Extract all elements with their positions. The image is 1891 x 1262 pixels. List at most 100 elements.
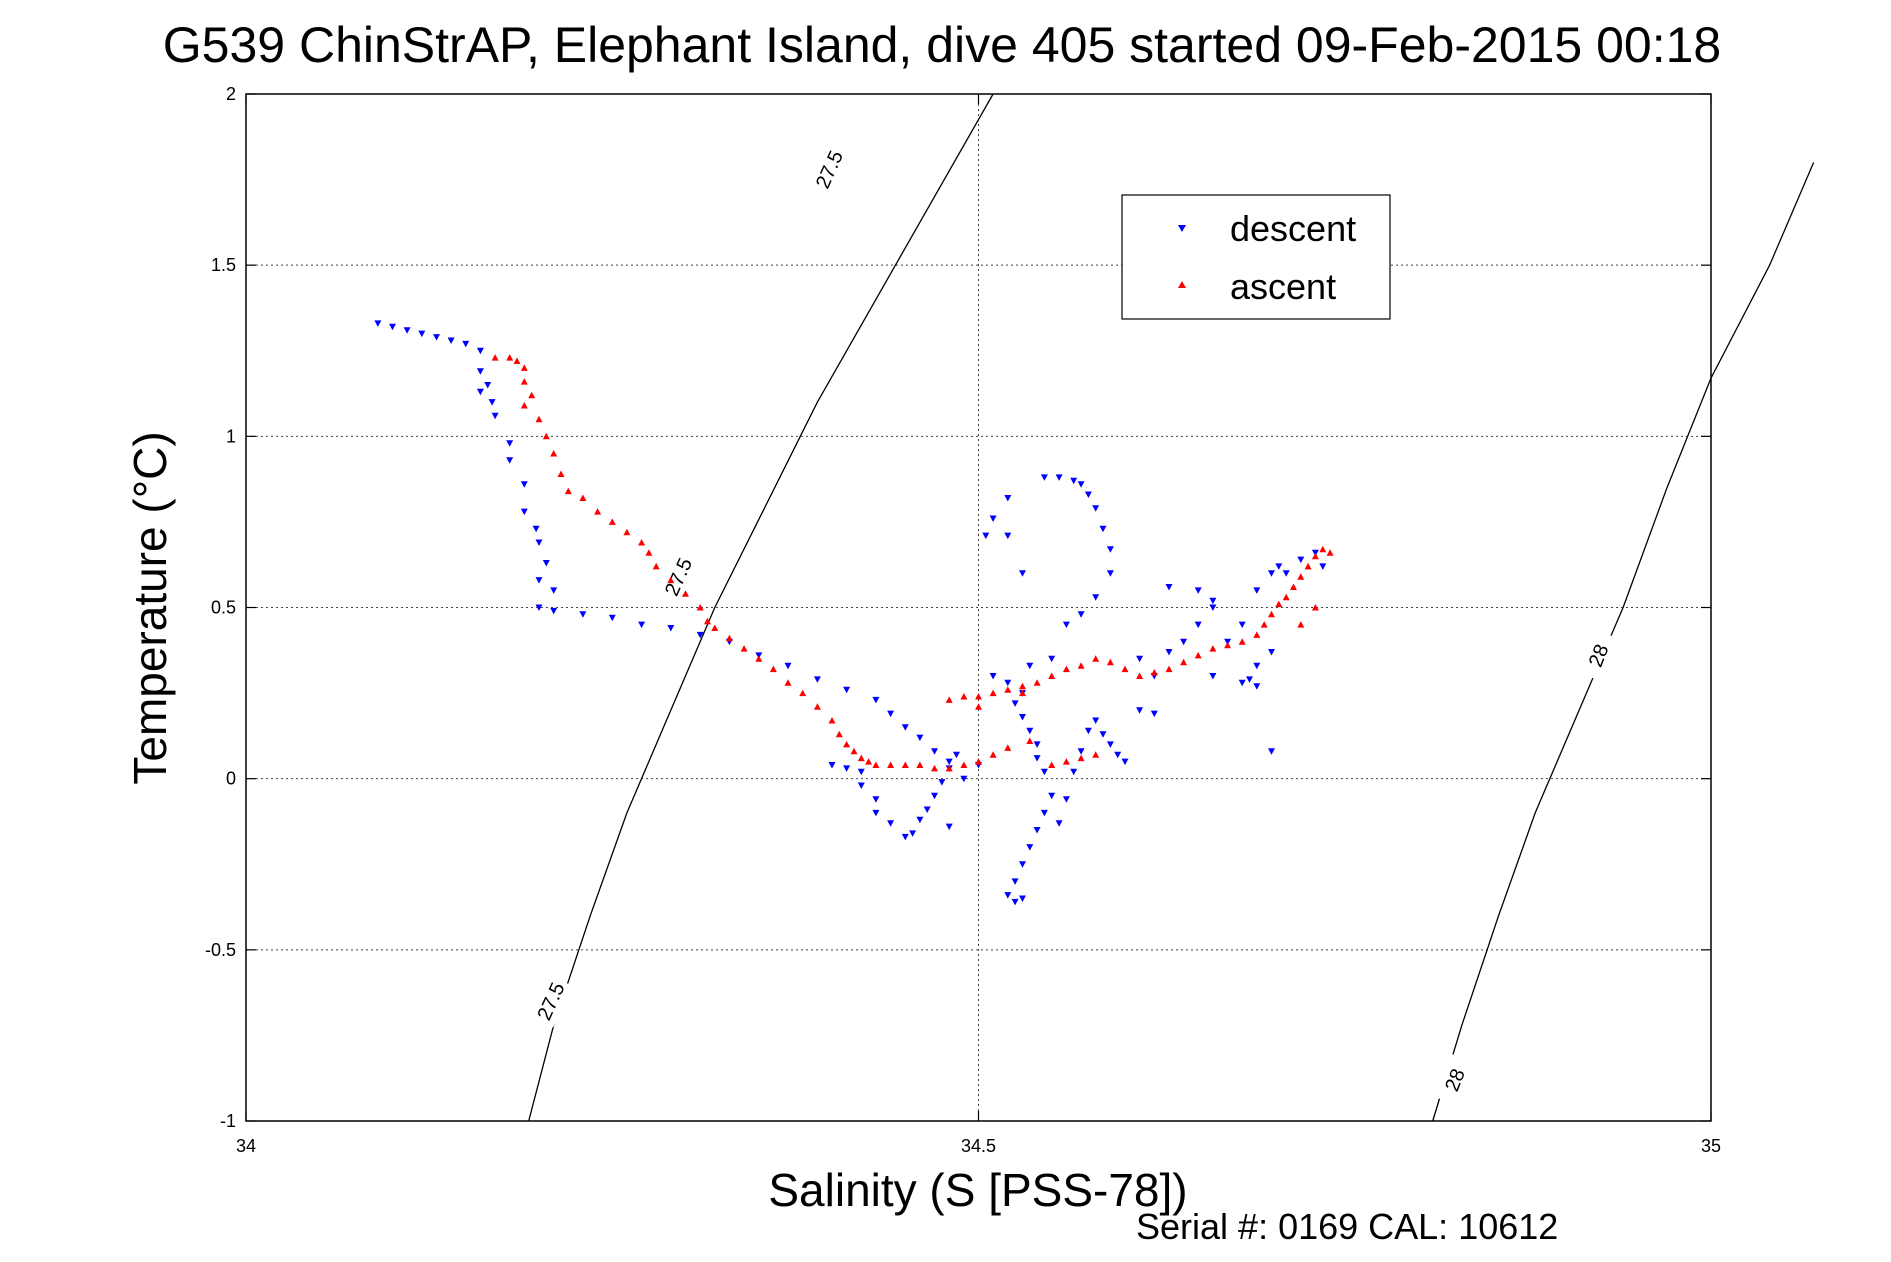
descent-point: [506, 457, 514, 464]
descent-point: [1180, 638, 1188, 646]
descent-point: [857, 768, 865, 776]
ascent-point: [1326, 549, 1334, 556]
ascent-point: [711, 624, 719, 631]
descent-point: [1026, 662, 1034, 670]
y-tick-label: -0.5: [205, 940, 236, 960]
descent-point: [1092, 594, 1100, 601]
descent-point: [1246, 676, 1253, 683]
descent-point: [1011, 878, 1019, 885]
descent-point: [1297, 556, 1305, 564]
ascent-point: [1048, 761, 1056, 768]
y-tick-label: 0.5: [211, 598, 236, 618]
descent-point: [1019, 861, 1026, 868]
ascent-point: [1004, 686, 1012, 693]
contour-line-27.5: [528, 93, 994, 1122]
ascent-point: [1224, 641, 1232, 649]
descent-point: [532, 525, 540, 533]
descent-point: [989, 515, 997, 522]
descent-point: [982, 532, 990, 540]
ascent-point: [828, 717, 836, 724]
ascent-point: [1311, 604, 1319, 611]
ascent-point: [857, 754, 865, 762]
descent-point: [1070, 768, 1078, 776]
ascent-point: [491, 354, 499, 361]
descent-point: [953, 751, 960, 759]
axes: 34 34.5 35 -1 -0.5 0 0.5 1 1.5 2: [205, 84, 1721, 1156]
descent-point: [1099, 525, 1107, 533]
ascent-point: [542, 432, 550, 440]
descent-point: [696, 631, 704, 639]
ascent-point: [1136, 672, 1144, 679]
ascent-point: [960, 693, 968, 700]
ascent-point: [725, 634, 733, 642]
descent-point: [418, 330, 426, 338]
ascent-point: [608, 518, 616, 525]
descent-point: [535, 604, 543, 611]
descent-point: [843, 686, 851, 694]
descent-point: [1011, 898, 1019, 906]
descent-point: [1084, 727, 1092, 735]
ascent-point: [813, 703, 821, 710]
ascent-point: [960, 761, 968, 768]
descent-point: [1055, 820, 1063, 827]
descent-point: [1121, 758, 1129, 766]
descent-point: [1092, 505, 1100, 512]
y-axis-label: Temperature (°C): [124, 431, 176, 784]
descent-point: [945, 758, 953, 766]
ascent-point: [1290, 583, 1297, 590]
descent-point: [1055, 474, 1063, 481]
ascent-point: [1019, 682, 1026, 690]
legend: descent ascent: [1121, 194, 1391, 320]
descent-point: [491, 412, 499, 420]
descent-point: [447, 337, 455, 344]
ascent-point: [594, 508, 602, 515]
descent-point: [506, 440, 514, 447]
ascent-point: [1048, 672, 1056, 679]
descent-point: [931, 792, 938, 800]
ascent-point: [506, 354, 514, 361]
descent-point: [1238, 679, 1246, 687]
descent-point: [1319, 563, 1327, 570]
descent-point: [1106, 546, 1114, 553]
ascent-point: [931, 764, 938, 772]
ascent-point: [1238, 638, 1246, 645]
ascent-point: [667, 576, 675, 584]
ascent-point: [850, 747, 858, 755]
serial-footer: Serial #: 0169 CAL: 10612: [1136, 1206, 1558, 1247]
descent-point: [887, 710, 895, 718]
descent-point: [535, 577, 543, 584]
descent-point: [1062, 621, 1070, 629]
ascent-point: [528, 391, 536, 399]
ascent-point: [1311, 552, 1319, 560]
descent-point: [403, 327, 411, 334]
ascent-point: [784, 679, 792, 686]
descent-point: [389, 323, 396, 331]
descent-point: [1033, 827, 1041, 834]
descent-point: [1077, 481, 1085, 488]
descent-point: [1253, 587, 1261, 594]
descent-point: [1048, 792, 1056, 800]
descent-point: [960, 775, 968, 783]
ascent-point: [1304, 562, 1312, 570]
ascent-point: [1092, 751, 1100, 758]
ascent-point: [564, 487, 572, 495]
descent-point: [872, 809, 880, 817]
descent-point: [542, 560, 550, 567]
descent-point: [1150, 710, 1158, 718]
descent-point: [938, 779, 946, 786]
descent-point: [843, 765, 851, 772]
descent-point: [1004, 495, 1012, 502]
data-points: [374, 320, 1334, 906]
legend-descent-label: descent: [1230, 208, 1356, 249]
descent-point: [476, 347, 484, 355]
descent-point: [901, 833, 909, 841]
ascent-point: [520, 378, 528, 385]
descent-point: [1033, 741, 1041, 748]
ascent-point: [1092, 655, 1100, 662]
ascent-point: [513, 357, 521, 364]
descent-point: [1268, 649, 1275, 656]
legend-ascent-marker: [1178, 281, 1186, 288]
ascent-point: [645, 549, 653, 556]
y-tick-label: 1.5: [211, 255, 236, 275]
